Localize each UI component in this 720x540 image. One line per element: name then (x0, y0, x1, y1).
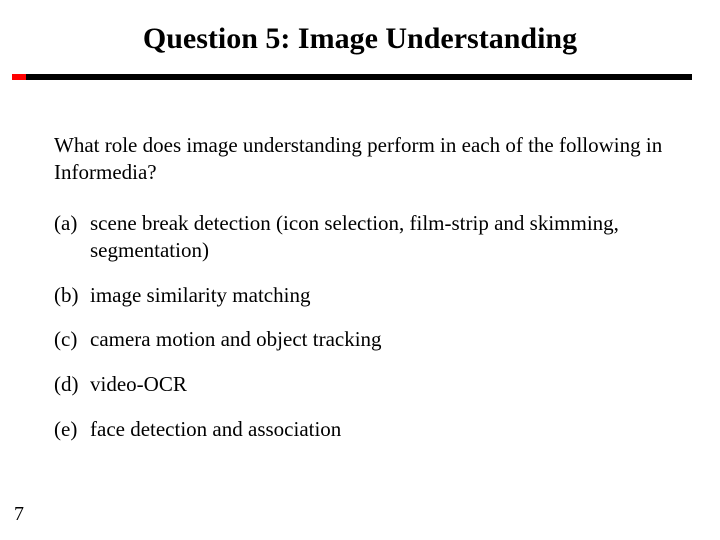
content-area: What role does image understanding perfo… (48, 80, 672, 443)
list-item: (a) scene break detection (icon selectio… (54, 210, 666, 264)
option-text: camera motion and object tracking (90, 326, 666, 353)
options-list: (a) scene break detection (icon selectio… (54, 210, 666, 443)
list-item: (d) video-OCR (54, 371, 666, 398)
option-letter: (e) (54, 416, 90, 443)
option-letter: (b) (54, 282, 90, 309)
option-text: video-OCR (90, 371, 666, 398)
question-prompt: What role does image understanding perfo… (54, 132, 666, 186)
list-item: (e) face detection and association (54, 416, 666, 443)
option-text: image similarity matching (90, 282, 666, 309)
option-letter: (a) (54, 210, 90, 264)
option-letter: (d) (54, 371, 90, 398)
slide-title: Question 5: Image Understanding (48, 22, 672, 56)
slide: Question 5: Image Understanding What rol… (0, 0, 720, 540)
option-text: scene break detection (icon selection, f… (90, 210, 666, 264)
option-letter: (c) (54, 326, 90, 353)
list-item: (c) camera motion and object tracking (54, 326, 666, 353)
option-text: face detection and association (90, 416, 666, 443)
list-item: (b) image similarity matching (54, 282, 666, 309)
page-number: 7 (14, 503, 24, 526)
